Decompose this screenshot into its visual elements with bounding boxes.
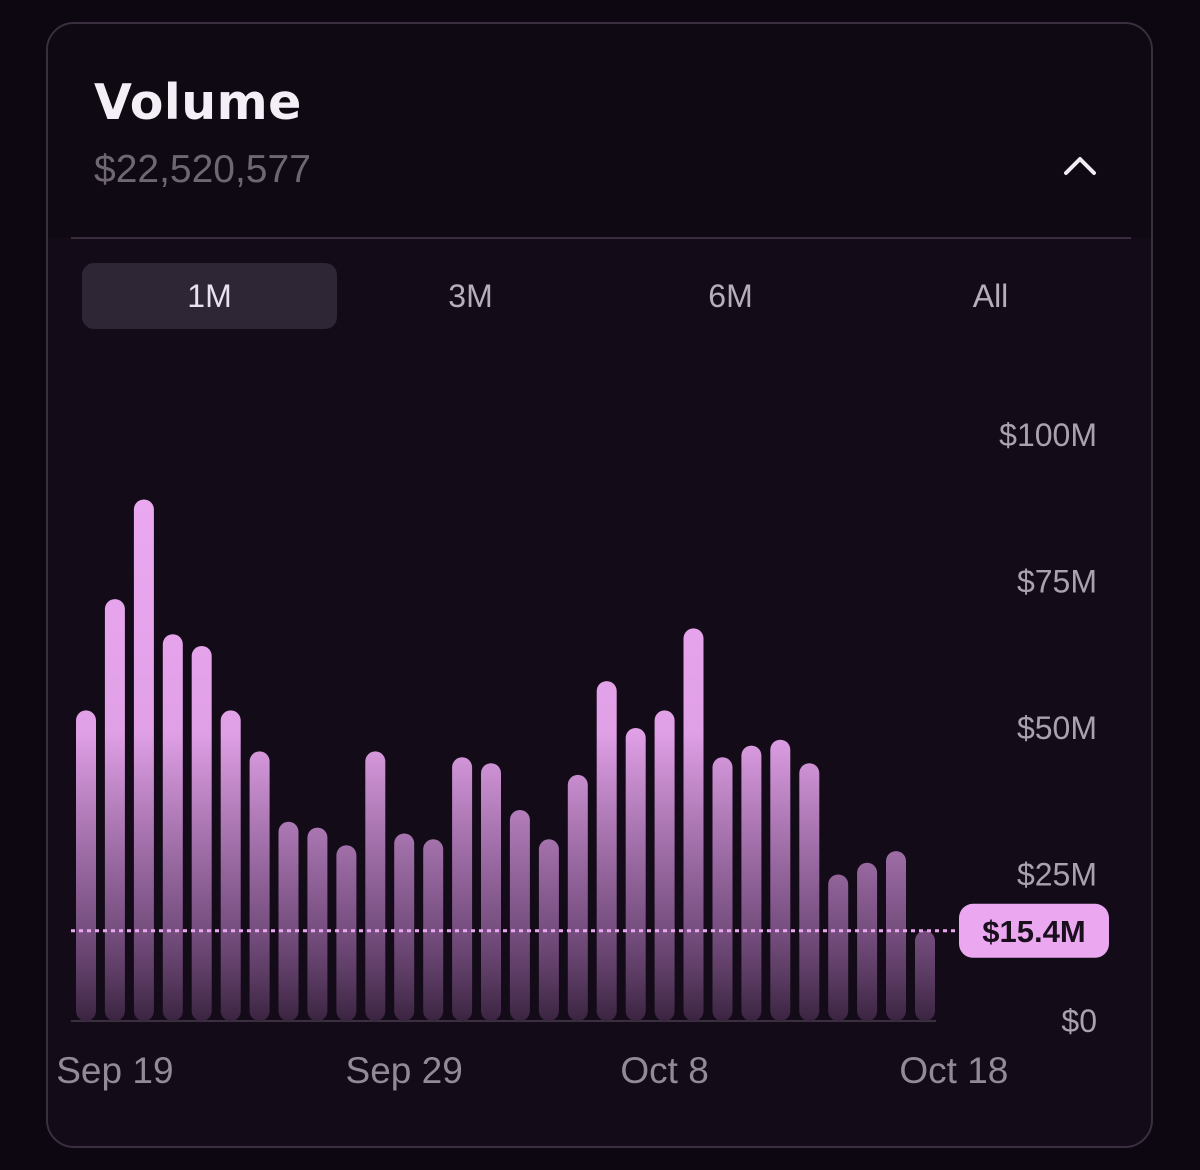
bar — [538, 839, 559, 1021]
tab-all[interactable]: All — [863, 263, 1118, 329]
volume-card: Volume $22,520,577 1M 3M 6M All $100M $75… — [46, 22, 1153, 1148]
bar — [104, 599, 125, 1021]
tab-1m[interactable]: 1M — [82, 263, 337, 329]
bar — [481, 763, 501, 1021]
bar — [394, 833, 415, 1021]
card-header: Volume $22,520,577 — [48, 24, 1151, 238]
volume-chart: $100M $75M $50M $25M $0 Sep 19 Sep 29 Oct 8 Oct … — [56, 417, 1109, 1091]
bar — [76, 710, 96, 1021]
x-tick-label: Sep 19 — [56, 1050, 173, 1091]
bar — [828, 874, 849, 1021]
bar — [625, 728, 646, 1021]
bar — [886, 851, 906, 1021]
y-tick-label: $100M — [999, 417, 1097, 453]
bar — [799, 763, 820, 1021]
tab-label: 3M — [448, 277, 493, 314]
y-tick-label: $25M — [1017, 857, 1097, 893]
bar — [133, 499, 154, 1021]
tab-label: All — [972, 277, 1009, 314]
bar — [307, 827, 328, 1021]
range-tabs: 1M 3M 6M All — [82, 263, 1122, 329]
bar — [654, 710, 675, 1021]
bar — [567, 774, 588, 1021]
bar — [596, 681, 617, 1021]
bar — [162, 634, 183, 1021]
tab-6m[interactable]: 6M — [603, 263, 858, 329]
collapse-button[interactable] — [1056, 142, 1104, 190]
tab-label: 1M — [187, 277, 232, 314]
x-tick-label: Sep 29 — [346, 1050, 463, 1091]
y-tick-label: $0 — [1061, 1003, 1097, 1039]
bar — [770, 739, 791, 1021]
bar — [365, 751, 386, 1021]
bar — [191, 646, 212, 1021]
tab-3m[interactable]: 3M — [343, 263, 598, 329]
total-volume: $22,520,577 — [94, 148, 311, 191]
current-value-badge — [959, 903, 1109, 958]
y-tick-label: $75M — [1017, 564, 1097, 600]
tab-label: 6M — [708, 277, 753, 314]
current-value-label: $15.4M — [982, 914, 1085, 949]
bar — [220, 710, 241, 1021]
bar — [249, 751, 270, 1021]
bar — [712, 757, 733, 1021]
bar — [857, 862, 878, 1021]
bar — [683, 628, 704, 1021]
header-divider — [71, 237, 1131, 239]
bar — [509, 810, 530, 1021]
x-tick-label: Oct 8 — [620, 1050, 708, 1091]
bar — [278, 821, 299, 1021]
bar — [741, 745, 762, 1021]
bar — [452, 757, 473, 1021]
bar — [915, 930, 935, 1021]
card-title: Volume — [94, 74, 302, 131]
chevron-up-icon — [1064, 157, 1096, 175]
x-tick-label: Oct 18 — [899, 1050, 1008, 1091]
bar — [336, 845, 357, 1021]
y-tick-label: $50M — [1017, 710, 1097, 746]
